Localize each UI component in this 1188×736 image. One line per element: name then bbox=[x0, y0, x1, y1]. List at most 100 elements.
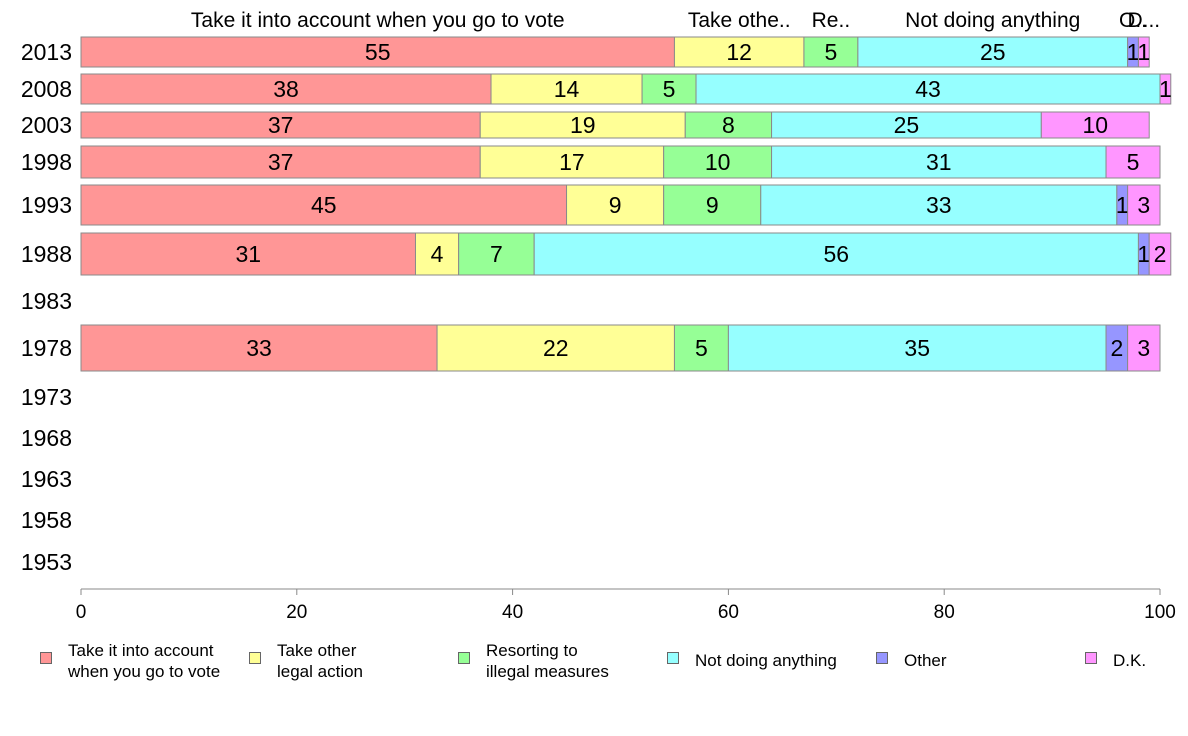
bar-value-label: 43 bbox=[915, 76, 941, 102]
legend-swatch bbox=[1085, 652, 1097, 664]
legend-item: Take it into account when you go to vote bbox=[40, 640, 220, 682]
x-tick-label: 60 bbox=[718, 602, 739, 623]
bar-value-label: 12 bbox=[726, 39, 752, 65]
bar-value-label: 31 bbox=[235, 241, 261, 267]
bar-value-label: 3 bbox=[1137, 335, 1150, 361]
legend-item: Resorting to illegal measures bbox=[458, 640, 609, 682]
series-top-label: Re.. bbox=[812, 9, 851, 32]
legend-label: Not doing anything bbox=[695, 651, 837, 670]
year-label: 1993 bbox=[21, 192, 72, 218]
bar-value-label: 3 bbox=[1137, 192, 1150, 218]
bar-value-label: 1 bbox=[1137, 241, 1150, 267]
bar-value-label: 5 bbox=[695, 335, 708, 361]
series-top-label: Not doing anything bbox=[905, 9, 1080, 32]
x-tick-label: 100 bbox=[1144, 602, 1176, 623]
year-label: 2013 bbox=[21, 39, 72, 65]
bar-segment bbox=[458, 232, 535, 276]
bar-value-label: 5 bbox=[1127, 149, 1140, 175]
bar-value-label: 7 bbox=[490, 241, 503, 267]
bar-segment bbox=[436, 324, 675, 372]
year-label: 1968 bbox=[21, 425, 72, 451]
bar-segment bbox=[684, 111, 773, 139]
legend-label: Other bbox=[904, 651, 947, 670]
bar-value-label: 5 bbox=[825, 39, 838, 65]
bar-segment bbox=[1159, 73, 1172, 105]
legend-label: D.K. bbox=[1113, 651, 1147, 670]
bar-value-label: 1 bbox=[1137, 39, 1150, 65]
legend-item: Take other legal action bbox=[249, 640, 363, 682]
legend: Take it into account when you go to vote… bbox=[0, 640, 1188, 700]
legend-label: Take it into account when you go to vote bbox=[68, 641, 221, 681]
legend-item: Other bbox=[876, 640, 947, 671]
legend-swatch bbox=[876, 652, 888, 664]
bar-value-label: 9 bbox=[609, 192, 622, 218]
bar-value-label: 19 bbox=[570, 112, 596, 138]
bar-value-label: 10 bbox=[705, 149, 731, 175]
bar-segment bbox=[663, 184, 762, 226]
year-label: 2008 bbox=[21, 76, 72, 102]
bar-segment bbox=[673, 324, 729, 372]
bar-value-label: 45 bbox=[311, 192, 337, 218]
year-label: 1963 bbox=[21, 466, 72, 492]
bar-value-label: 25 bbox=[894, 112, 920, 138]
bar-segment bbox=[80, 232, 416, 276]
bar-value-label: 56 bbox=[824, 241, 850, 267]
year-label: 2003 bbox=[21, 112, 72, 138]
bar-segment bbox=[771, 145, 1107, 179]
bar-segment bbox=[1137, 36, 1150, 68]
legend-label: Take other legal action bbox=[277, 641, 364, 681]
bar-value-label: 2 bbox=[1110, 335, 1123, 361]
year-label: 1958 bbox=[21, 507, 72, 533]
year-label: 1953 bbox=[21, 549, 72, 575]
bar-segment bbox=[641, 73, 697, 105]
bar-segment bbox=[80, 73, 492, 105]
bar-value-label: 33 bbox=[926, 192, 952, 218]
bar-segment bbox=[695, 73, 1161, 105]
bar-segment bbox=[1127, 324, 1161, 372]
legend-item: Not doing anything bbox=[667, 640, 837, 671]
bar-segment bbox=[533, 232, 1139, 276]
stacked-bar-chart: Take it into account when you go to vote… bbox=[21, 9, 1176, 623]
year-label: 1978 bbox=[21, 335, 72, 361]
bar-segment bbox=[80, 184, 568, 226]
bar-value-label: 37 bbox=[268, 149, 294, 175]
bar-segment bbox=[1105, 145, 1161, 179]
bar-segment bbox=[414, 232, 460, 276]
bar-segment bbox=[1127, 184, 1161, 226]
bar-segment bbox=[771, 111, 1042, 139]
bar-value-label: 33 bbox=[246, 335, 272, 361]
bar-segment bbox=[566, 184, 665, 226]
legend-item: D.K. bbox=[1085, 640, 1146, 671]
bar-value-label: 9 bbox=[706, 192, 719, 218]
bar-value-label: 31 bbox=[926, 149, 952, 175]
bar-value-label: 25 bbox=[980, 39, 1006, 65]
year-label: 1983 bbox=[21, 288, 72, 314]
legend-swatch bbox=[458, 652, 470, 664]
bar-value-label: 1 bbox=[1116, 192, 1129, 218]
bar-segment bbox=[673, 36, 805, 68]
bar-segment bbox=[479, 111, 686, 139]
bar-value-label: 2 bbox=[1154, 241, 1167, 267]
legend-swatch bbox=[249, 652, 261, 664]
series-top-label: Take othe.. bbox=[688, 9, 791, 32]
x-tick-label: 40 bbox=[502, 602, 523, 623]
bar-value-label: 37 bbox=[268, 112, 294, 138]
bar-segment bbox=[490, 73, 643, 105]
bar-segment bbox=[727, 324, 1107, 372]
bar-value-label: 22 bbox=[543, 335, 569, 361]
bar-value-label: 17 bbox=[559, 149, 585, 175]
bar-segment bbox=[1148, 232, 1172, 276]
series-top-label: D... bbox=[1127, 9, 1160, 32]
bar-value-label: 1 bbox=[1159, 76, 1172, 102]
bar-value-label: 4 bbox=[431, 241, 444, 267]
bar-segment bbox=[1040, 111, 1150, 139]
bar-value-label: 38 bbox=[273, 76, 299, 102]
bar-value-label: 1 bbox=[1127, 39, 1140, 65]
year-label: 1998 bbox=[21, 149, 72, 175]
legend-swatch bbox=[40, 652, 52, 664]
bar-segment bbox=[80, 324, 438, 372]
year-label: 1973 bbox=[21, 384, 72, 410]
x-tick-label: 80 bbox=[934, 602, 955, 623]
series-top-label: Take it into account when you go to vote bbox=[191, 9, 565, 32]
bar-value-label: 8 bbox=[722, 112, 735, 138]
